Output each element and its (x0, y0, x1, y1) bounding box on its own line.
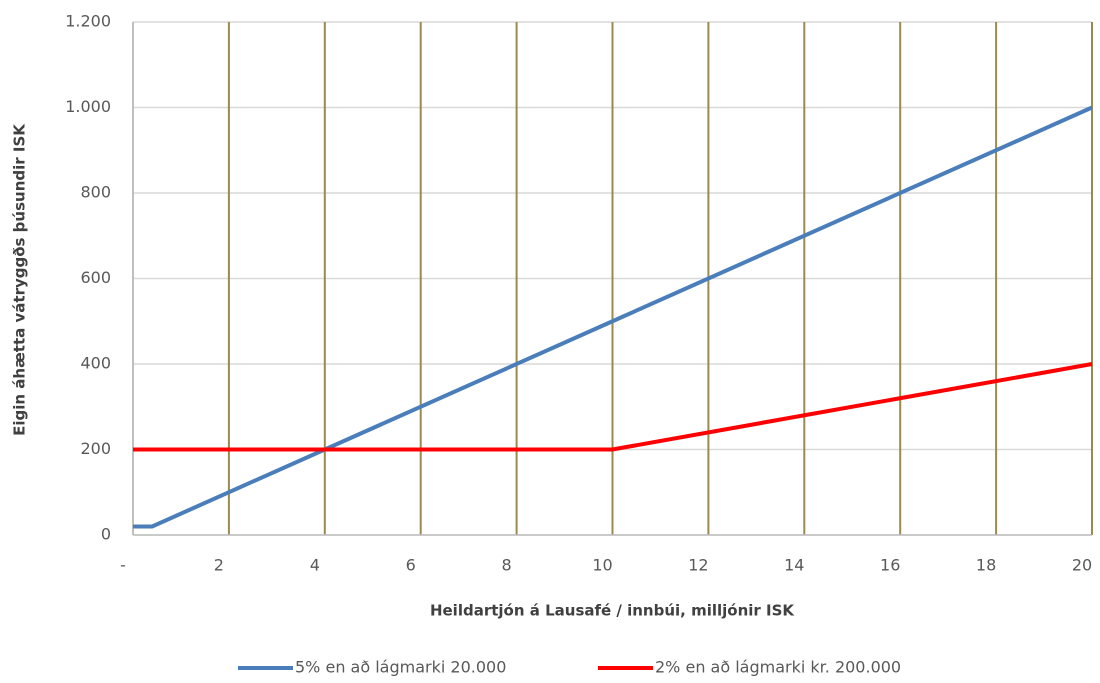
x-tick-label: 20 (1072, 556, 1092, 575)
x-tick-label: 8 (502, 556, 512, 575)
y-axis-title: Eigin áhætta vátryggðs þúsundir ISK (11, 123, 29, 436)
y-tick-label: 1.200 (65, 12, 111, 31)
y-tick-label: 1.000 (65, 97, 111, 116)
y-tick-label: 200 (80, 439, 111, 458)
x-tick-label: 4 (310, 556, 320, 575)
x-tick-label: - (120, 556, 126, 575)
y-tick-label: 600 (80, 268, 111, 287)
x-tick-label: 14 (784, 556, 804, 575)
x-tick-label: 18 (976, 556, 996, 575)
legend-label: 5% en að lágmarki 20.000 (295, 658, 506, 677)
x-tick-label: 10 (592, 556, 612, 575)
x-tick-label: 12 (688, 556, 708, 575)
y-tick-label: 0 (101, 525, 111, 544)
x-tick-label: 16 (880, 556, 900, 575)
series-line (133, 105, 1093, 529)
series-line (133, 362, 1093, 452)
x-axis-title: Heildartjón á Lausafé / innbúi, milljóni… (430, 602, 795, 620)
x-tick-label: 2 (214, 556, 224, 575)
y-tick-label: 800 (80, 183, 111, 202)
legend-label: 2% en að lágmarki kr. 200.000 (655, 658, 901, 677)
x-tick-label: 6 (406, 556, 416, 575)
y-tick-label: 400 (80, 354, 111, 373)
